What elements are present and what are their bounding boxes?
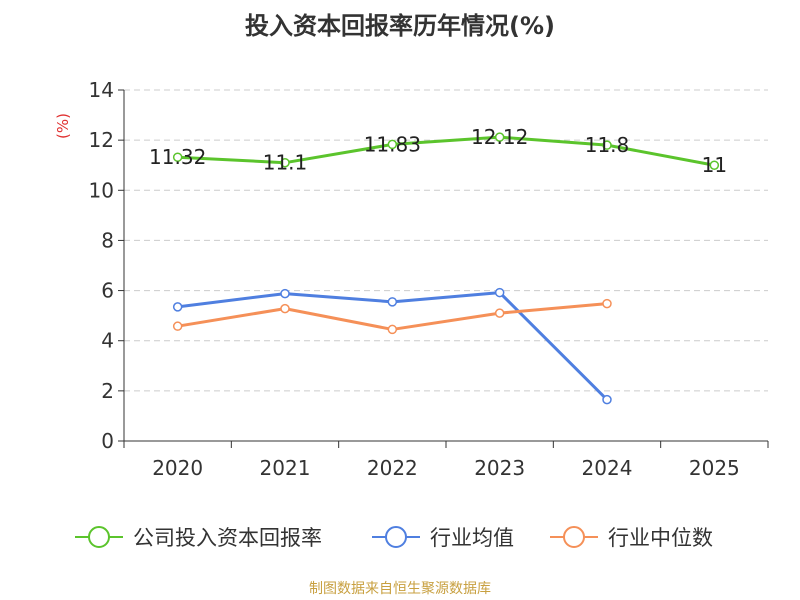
legend-item[interactable]: 行业中位数	[550, 526, 713, 550]
legend-marker	[88, 526, 110, 548]
data-point[interactable]	[387, 297, 398, 307]
y-tick-label: 6	[101, 279, 114, 303]
y-tick-label: 0	[101, 429, 114, 453]
chart-title: 投入资本回报率历年情况(%)	[245, 12, 555, 40]
data-point[interactable]	[387, 324, 398, 335]
legend-item[interactable]: 公司投入资本回报率	[75, 526, 322, 550]
x-tick-label: 2021	[260, 456, 311, 480]
legend-marker	[385, 526, 407, 548]
data-point[interactable]	[280, 157, 290, 168]
y-tick-label: 10	[89, 178, 114, 202]
x-tick-label: 2025	[689, 456, 740, 480]
data-point[interactable]	[172, 321, 183, 331]
data-point[interactable]	[280, 288, 290, 299]
series-layer	[172, 132, 720, 405]
x-tick-label: 2022	[367, 456, 418, 480]
data-point[interactable]	[494, 308, 505, 318]
data-source-note: 制图数据来自恒生聚源数据库	[309, 581, 491, 597]
data-point[interactable]	[387, 139, 398, 150]
data-label: 11.32	[149, 145, 206, 169]
data-point[interactable]	[602, 394, 612, 405]
data-label: 12.12	[471, 125, 528, 149]
legend-label: 行业中位数	[608, 526, 713, 550]
data-labels: 11.32 11.1 11.83 12.12 11.8 11	[149, 125, 727, 177]
legend-label: 公司投入资本回报率	[133, 526, 322, 550]
x-tick-label: 2024	[582, 456, 633, 480]
y-tick-label: 14	[89, 78, 114, 102]
data-point[interactable]	[172, 152, 183, 162]
y-tick-label: 2	[101, 379, 114, 403]
data-label: 11	[702, 153, 727, 177]
grid-lines	[124, 89, 768, 392]
data-point[interactable]	[709, 160, 720, 170]
data-point[interactable]	[494, 132, 505, 142]
data-point[interactable]	[602, 140, 612, 150]
y-tick-label: 12	[89, 128, 114, 152]
legend: 公司投入资本回报率 行业均值 行业中位数	[75, 526, 713, 550]
legend-label: 行业均值	[430, 526, 514, 550]
x-tick-label: 2023	[474, 456, 525, 480]
y-tick-label: 8	[101, 228, 114, 252]
y-tick-label: 4	[101, 329, 114, 353]
series-line	[177, 135, 715, 167]
data-label: 11.1	[263, 151, 308, 175]
x-tick-label: 2020	[152, 456, 203, 480]
data-point[interactable]	[172, 302, 183, 312]
data-point[interactable]	[280, 303, 290, 314]
data-point[interactable]	[494, 287, 505, 298]
data-label: 11.8	[585, 133, 630, 157]
axes: 0 2 4 6 8 10 12 14 2020 2021 2022 2023 2024 2025	[89, 78, 769, 480]
data-label: 11.83	[364, 132, 421, 156]
y-axis-label: (%)	[54, 113, 72, 139]
data-point[interactable]	[602, 298, 612, 309]
legend-marker	[563, 526, 585, 548]
legend-item[interactable]: 行业均值	[372, 526, 514, 550]
